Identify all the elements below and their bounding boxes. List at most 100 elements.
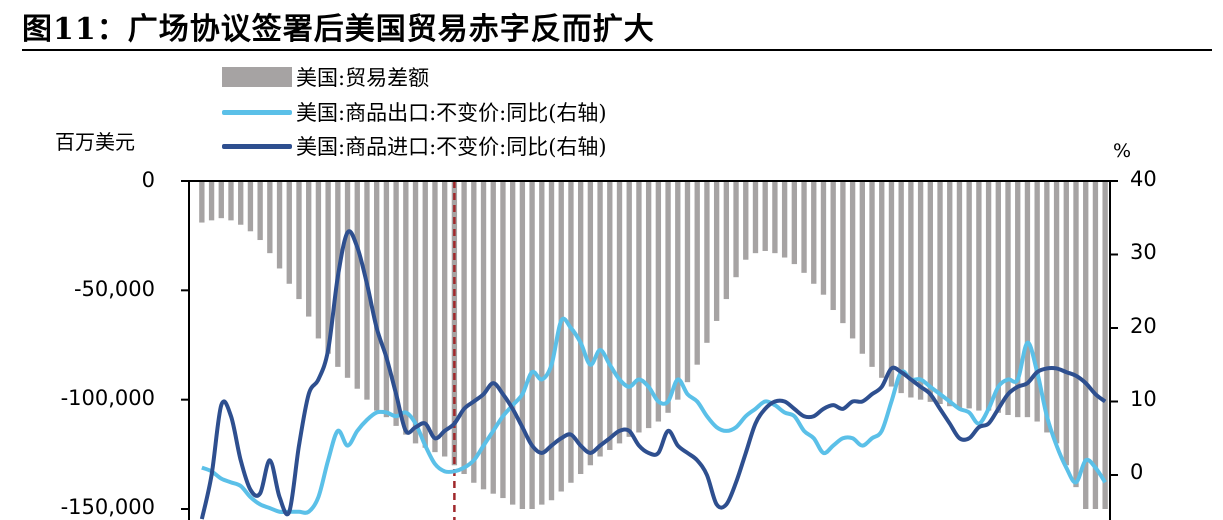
bar: [723, 181, 730, 300]
bar: [393, 181, 399, 426]
bar: [577, 181, 584, 475]
bar: [432, 181, 438, 453]
bar: [208, 181, 215, 221]
bar: [636, 181, 642, 433]
bar: [461, 181, 467, 475]
bar: [781, 181, 788, 258]
bar: [859, 181, 865, 354]
bar: [587, 181, 594, 466]
bar: [539, 181, 545, 505]
chart-title: 图11：广场协议签署后美国贸易赤字反而扩大: [22, 12, 655, 47]
bar: [199, 181, 205, 223]
bar: [956, 181, 963, 409]
bar: [626, 181, 632, 437]
legend-label-import: 美国:商品进口:不变价:同比(右轴): [296, 135, 607, 159]
bar: [694, 181, 700, 365]
legend-item-import: 美国:商品进口:不变价:同比(右轴): [222, 133, 607, 159]
bar: [733, 181, 739, 278]
bar: [276, 181, 283, 269]
bar: [529, 181, 535, 509]
bar: [752, 181, 759, 254]
bar: [267, 181, 273, 254]
bar: [830, 181, 836, 311]
bar: [422, 181, 428, 448]
bar: [354, 181, 360, 389]
bar: [616, 181, 623, 444]
bar: [383, 181, 390, 418]
bar: [645, 181, 652, 429]
bar: [1024, 181, 1031, 418]
left-tick-label: -100,000: [60, 386, 155, 410]
bar: [296, 181, 302, 300]
bar: [704, 181, 710, 343]
left-tick-label: -150,000: [60, 495, 155, 519]
right-tick-label: 10: [1130, 387, 1157, 411]
bar: [995, 181, 1001, 413]
bar: [1063, 181, 1069, 466]
left-tick-label: 0: [141, 168, 155, 192]
bar: [238, 181, 244, 225]
bar: [1015, 181, 1021, 418]
bar: [286, 181, 292, 284]
bar: [344, 181, 351, 378]
bar: [684, 181, 691, 383]
bar: [218, 181, 224, 219]
bar: [713, 181, 720, 321]
legend-label-export: 美国:商品出口:不变价:同比(右轴): [296, 101, 607, 125]
bar: [412, 181, 419, 444]
bar: [869, 181, 875, 367]
bar: [898, 181, 904, 394]
right-tick-label: 40: [1130, 167, 1157, 191]
legend-swatch-export: [222, 109, 292, 115]
bar: [655, 181, 662, 422]
bar: [849, 181, 856, 339]
legend-label-trade-balance: 美国:贸易差额: [296, 66, 430, 90]
bar: [374, 181, 380, 411]
bar: [519, 181, 526, 509]
bar: [500, 181, 506, 499]
legend-item-trade-balance: 美国:贸易差额: [222, 64, 429, 90]
bar: [985, 181, 992, 411]
bar: [772, 181, 778, 254]
bar: [966, 181, 972, 409]
bar: [976, 181, 982, 411]
import-yoy-line: [199, 229, 1107, 520]
bar: [325, 181, 331, 354]
bar: [917, 181, 924, 400]
export-yoy-line: [201, 316, 1107, 515]
bar: [937, 181, 943, 405]
bar: [306, 181, 312, 317]
bar: [791, 181, 798, 265]
bar: [675, 181, 681, 400]
bar: [1092, 181, 1099, 509]
right-axis-unit: %: [1113, 140, 1132, 162]
left-tick-label: -50,000: [73, 277, 155, 301]
bar: [607, 181, 613, 450]
bar: [597, 181, 603, 457]
right-tick-label: 20: [1130, 314, 1157, 338]
left-axis-unit: 百万美元: [55, 130, 135, 154]
bar: [801, 181, 807, 273]
bar: [888, 181, 895, 387]
bar: [1053, 181, 1060, 444]
bar: [840, 181, 846, 324]
bar: [1083, 181, 1089, 509]
right-tick-label: 0: [1130, 460, 1144, 484]
bar: [820, 181, 827, 295]
bar: [442, 181, 448, 457]
bar: [908, 181, 914, 398]
bar: [315, 181, 322, 339]
bar: [228, 181, 234, 221]
title-rule: [22, 49, 1212, 51]
bar: [762, 181, 768, 251]
bar: [1034, 181, 1040, 422]
legend-item-export: 美国:商品出口:不变价:同比(右轴): [222, 99, 607, 125]
legend-swatch-import: [222, 143, 292, 149]
bar: [247, 181, 254, 232]
bar: [1102, 181, 1108, 509]
right-tick-label: 30: [1130, 240, 1157, 264]
bar: [1044, 181, 1050, 433]
bar: [665, 181, 671, 413]
bar: [947, 181, 953, 407]
